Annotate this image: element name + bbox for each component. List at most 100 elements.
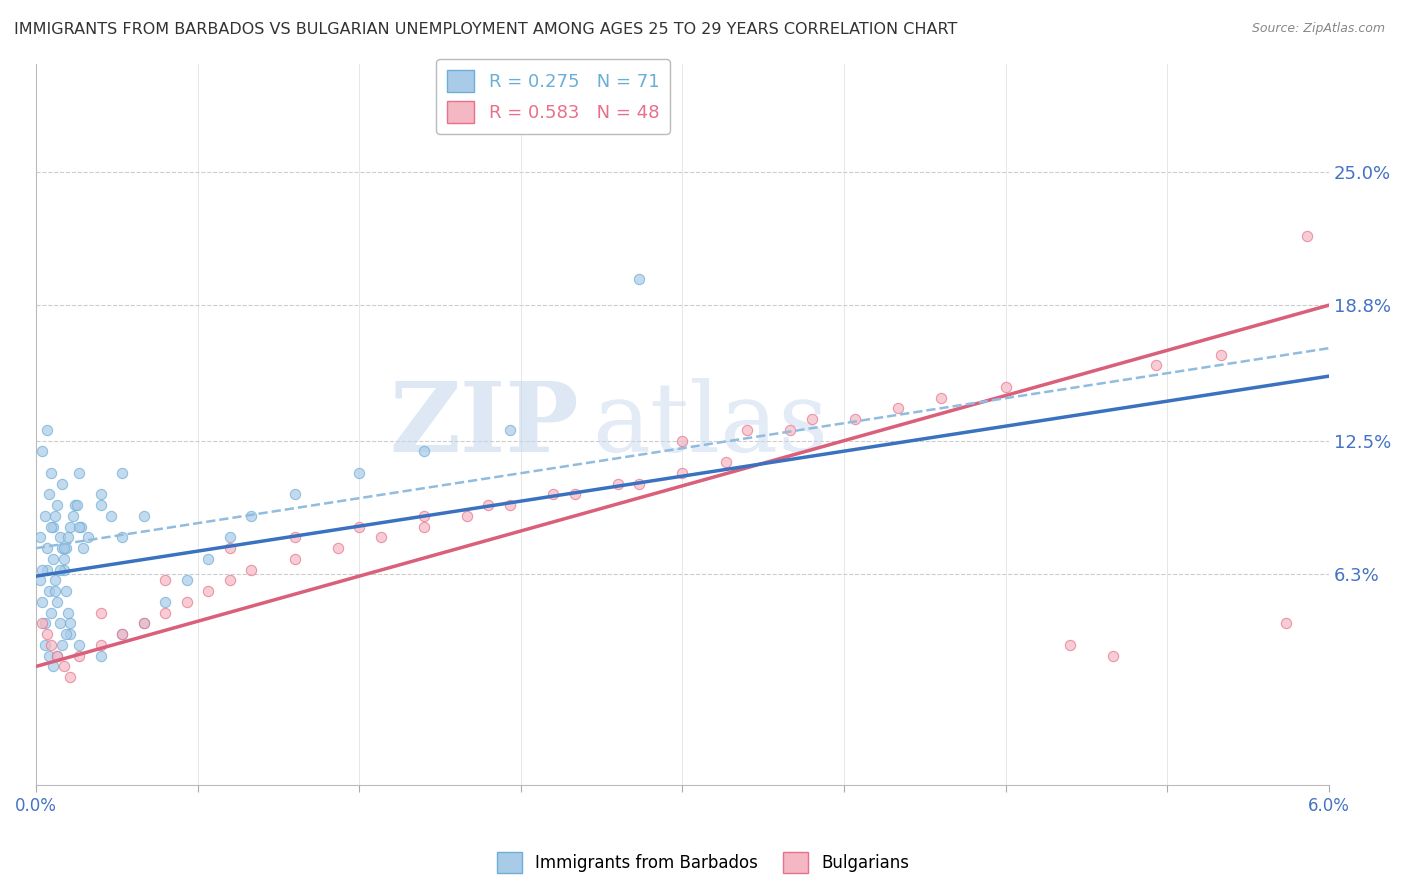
- Point: [72, 541, 94, 556]
- Point: [58, 531, 80, 545]
- Point: [155, 595, 177, 609]
- Text: ZIP: ZIP: [389, 377, 579, 472]
- Point: [347, 466, 370, 480]
- Point: [714, 455, 737, 469]
- Point: [58, 606, 80, 620]
- Point: [218, 531, 240, 545]
- Text: Source: ZipAtlas.com: Source: ZipAtlas.com: [1251, 22, 1385, 36]
- Point: [1102, 648, 1125, 663]
- Point: [48, 563, 70, 577]
- Point: [52, 659, 75, 673]
- Point: [67, 466, 90, 480]
- Point: [35, 627, 58, 641]
- Point: [38, 584, 60, 599]
- Point: [52, 541, 75, 556]
- Point: [499, 423, 522, 437]
- Point: [111, 627, 134, 641]
- Point: [456, 508, 478, 523]
- Point: [370, 531, 392, 545]
- Point: [132, 616, 155, 631]
- Point: [1059, 638, 1081, 652]
- Point: [44, 584, 66, 599]
- Legend: R = 0.275   N = 71, R = 0.583   N = 48: R = 0.275 N = 71, R = 0.583 N = 48: [436, 59, 671, 134]
- Point: [59, 627, 82, 641]
- Point: [628, 272, 651, 286]
- Point: [671, 466, 693, 480]
- Point: [176, 574, 198, 588]
- Point: [90, 606, 112, 620]
- Point: [48, 616, 70, 631]
- Point: [197, 552, 219, 566]
- Point: [176, 595, 198, 609]
- Point: [1211, 348, 1233, 362]
- Point: [59, 670, 82, 684]
- Point: [42, 552, 65, 566]
- Point: [887, 401, 910, 416]
- Point: [155, 606, 177, 620]
- Point: [42, 519, 65, 533]
- Point: [90, 648, 112, 663]
- Point: [30, 531, 52, 545]
- Point: [606, 476, 628, 491]
- Point: [283, 487, 305, 501]
- Point: [62, 508, 84, 523]
- Point: [800, 412, 823, 426]
- Point: [111, 466, 134, 480]
- Point: [155, 574, 177, 588]
- Point: [197, 584, 219, 599]
- Point: [67, 519, 90, 533]
- Point: [779, 423, 801, 437]
- Point: [283, 552, 305, 566]
- Point: [412, 444, 434, 458]
- Point: [59, 616, 82, 631]
- Point: [42, 659, 65, 673]
- Point: [100, 508, 122, 523]
- Point: [111, 627, 134, 641]
- Point: [90, 487, 112, 501]
- Point: [994, 380, 1017, 394]
- Point: [326, 541, 349, 556]
- Point: [283, 531, 305, 545]
- Point: [67, 648, 90, 663]
- Point: [31, 444, 53, 458]
- Point: [240, 563, 263, 577]
- Point: [34, 638, 56, 652]
- Point: [39, 519, 62, 533]
- Point: [347, 519, 370, 533]
- Point: [735, 423, 758, 437]
- Point: [52, 552, 75, 566]
- Point: [111, 531, 134, 545]
- Point: [76, 531, 98, 545]
- Point: [90, 638, 112, 652]
- Point: [218, 574, 240, 588]
- Point: [39, 638, 62, 652]
- Point: [30, 574, 52, 588]
- Point: [35, 423, 58, 437]
- Point: [51, 476, 73, 491]
- Point: [55, 541, 77, 556]
- Point: [39, 606, 62, 620]
- Point: [218, 541, 240, 556]
- Point: [90, 498, 112, 512]
- Point: [63, 498, 86, 512]
- Point: [38, 648, 60, 663]
- Point: [55, 627, 77, 641]
- Point: [34, 616, 56, 631]
- Point: [44, 508, 66, 523]
- Point: [541, 487, 564, 501]
- Point: [499, 498, 522, 512]
- Point: [1146, 359, 1168, 373]
- Point: [51, 638, 73, 652]
- Point: [39, 466, 62, 480]
- Point: [1275, 616, 1298, 631]
- Point: [671, 434, 693, 448]
- Point: [31, 563, 53, 577]
- Point: [412, 508, 434, 523]
- Point: [51, 541, 73, 556]
- Point: [46, 648, 69, 663]
- Point: [132, 616, 155, 631]
- Point: [52, 563, 75, 577]
- Point: [46, 498, 69, 512]
- Point: [31, 595, 53, 609]
- Point: [48, 531, 70, 545]
